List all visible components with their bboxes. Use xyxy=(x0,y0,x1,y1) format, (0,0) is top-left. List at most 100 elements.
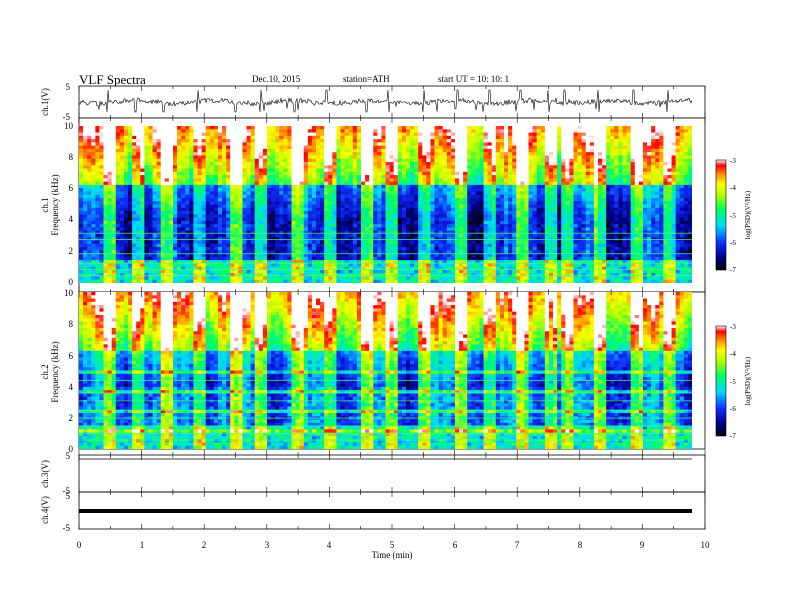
spectrogram-cell xyxy=(193,250,198,254)
spectrogram-cell xyxy=(299,279,305,283)
spectrogram-cell xyxy=(311,220,317,225)
spectrogram-cell xyxy=(83,152,88,156)
spectrogram-cell xyxy=(279,148,284,153)
spectrogram-cell xyxy=(344,201,350,205)
spectrogram-cell xyxy=(307,224,313,228)
spectrogram-cell xyxy=(459,250,464,254)
spectrogram-cell xyxy=(471,253,476,258)
spectrogram-cell xyxy=(197,171,202,176)
spectrogram-cell xyxy=(483,132,489,137)
spectrogram-cell xyxy=(418,269,423,274)
spectrogram-cell xyxy=(299,227,305,232)
spectrogram-cell xyxy=(168,260,174,264)
spectrogram-cell xyxy=(303,188,309,192)
spectrogram-cell xyxy=(491,253,497,258)
spectrogram-cell xyxy=(144,168,149,173)
spectrogram-cell xyxy=(103,132,109,137)
spectrogram-cell xyxy=(332,263,337,268)
spectrogram-cell xyxy=(254,126,260,130)
spectrogram-cell xyxy=(307,188,313,192)
spectrogram-cell xyxy=(107,269,113,274)
spectrogram-cell xyxy=(99,165,104,169)
spectrogram-cell xyxy=(201,148,207,153)
spectrogram-cell xyxy=(140,132,145,137)
spectrogram-cell xyxy=(266,178,272,182)
spectrogram-cell xyxy=(430,126,435,130)
spectrogram-cell xyxy=(463,207,468,212)
spectrogram-cell xyxy=(414,211,419,215)
spectrogram-cell xyxy=(438,243,444,248)
spectrogram-cell xyxy=(467,224,472,228)
spectrogram-cell xyxy=(164,135,170,140)
spectrogram-cell xyxy=(356,247,362,251)
spectrogram-cell xyxy=(91,152,96,156)
spectrogram-cell xyxy=(271,273,276,277)
spectrogram-cell xyxy=(405,142,411,147)
spectrogram-cell xyxy=(177,224,182,228)
spectrogram-cell xyxy=(87,181,92,186)
spectrogram-cell xyxy=(189,266,194,271)
spectrogram-cell xyxy=(87,211,92,215)
spectrogram-cell xyxy=(340,240,346,245)
spectrogram-cell xyxy=(79,181,84,186)
spectrogram-cell xyxy=(168,188,174,192)
spectrogram-cell xyxy=(422,165,427,169)
spectrogram-cell xyxy=(344,197,350,202)
spectrogram-cell xyxy=(222,126,227,130)
spectrogram-cell xyxy=(356,214,362,218)
spectrogram-cell xyxy=(262,240,268,245)
spectrogram-cell xyxy=(87,145,92,150)
spectrogram-cell xyxy=(463,152,468,156)
spectrogram-cell xyxy=(111,155,117,160)
spectrogram-cell xyxy=(320,204,325,209)
spectrogram-cell xyxy=(311,240,317,245)
spectrogram-cell xyxy=(144,129,149,133)
spectrogram-cell xyxy=(475,165,480,169)
spectrogram-cell xyxy=(258,145,264,150)
spectrogram-cell xyxy=(475,240,480,245)
spectrogram-cell xyxy=(454,201,460,205)
spectrogram-cell xyxy=(271,158,276,163)
spectrogram-cell xyxy=(389,129,395,133)
spectrogram-cell xyxy=(103,129,109,133)
spectrogram-cell xyxy=(99,204,104,209)
spectrogram-cell xyxy=(471,240,476,245)
spectrogram-cell xyxy=(254,142,260,147)
spectrogram-cell xyxy=(91,204,96,209)
spectrogram-cell xyxy=(397,188,403,192)
spectrogram-cell xyxy=(393,126,399,130)
spectrogram-cell xyxy=(348,161,354,166)
spectrogram-cell xyxy=(336,253,341,258)
spectrogram-cell xyxy=(279,132,284,137)
spectrogram-cell xyxy=(226,224,231,228)
spectrogram-cell xyxy=(418,201,423,205)
spectrogram-cell xyxy=(148,224,153,228)
spectrogram-cell xyxy=(295,250,301,254)
spectrogram-cell xyxy=(369,224,374,228)
spectrogram-cell xyxy=(397,139,403,143)
spectrogram-cell xyxy=(450,139,456,143)
spectrogram-cell xyxy=(352,250,358,254)
spectrogram-cell xyxy=(393,178,399,182)
spectrogram-cell xyxy=(418,145,423,150)
spectrogram-cell xyxy=(303,148,309,153)
spectrogram-cell xyxy=(103,181,109,186)
spectrogram-cell xyxy=(250,243,256,248)
spectrogram-cell xyxy=(164,175,170,179)
spectrogram-cell xyxy=(422,276,427,281)
spectrogram-cell xyxy=(405,152,411,156)
spectrogram-cell xyxy=(295,224,301,228)
spectrogram-cell xyxy=(467,230,472,235)
spectrogram-cell xyxy=(320,165,325,169)
spectrogram-cell xyxy=(123,217,129,222)
spectrogram-cell xyxy=(222,240,227,245)
spectrogram-cell xyxy=(389,266,395,271)
spectrogram-cell xyxy=(238,132,243,137)
spectrogram-cell xyxy=(287,247,292,251)
spectrogram-cell xyxy=(140,181,145,186)
spectrogram-cell xyxy=(483,211,489,215)
spectrogram-cell xyxy=(79,204,84,209)
spectrogram-cell xyxy=(291,214,296,218)
spectrogram-cell xyxy=(222,230,227,235)
spectrogram-cell xyxy=(246,266,252,271)
